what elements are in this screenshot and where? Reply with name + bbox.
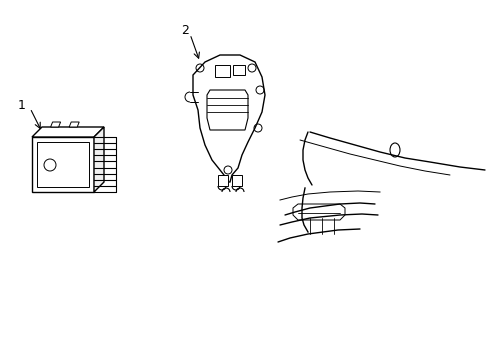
Polygon shape bbox=[232, 65, 244, 75]
Polygon shape bbox=[231, 175, 242, 186]
Polygon shape bbox=[32, 127, 104, 137]
Polygon shape bbox=[37, 142, 89, 187]
Polygon shape bbox=[206, 90, 247, 130]
Polygon shape bbox=[193, 55, 264, 182]
Polygon shape bbox=[32, 137, 94, 192]
Text: 2: 2 bbox=[181, 23, 188, 36]
Polygon shape bbox=[218, 175, 227, 186]
Polygon shape bbox=[292, 204, 345, 220]
Polygon shape bbox=[215, 65, 229, 77]
Polygon shape bbox=[50, 122, 61, 127]
Text: 1: 1 bbox=[18, 99, 26, 112]
Polygon shape bbox=[94, 127, 104, 192]
Polygon shape bbox=[69, 122, 79, 127]
